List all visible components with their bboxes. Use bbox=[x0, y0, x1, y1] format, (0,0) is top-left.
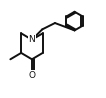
Text: O: O bbox=[28, 71, 35, 80]
Text: N: N bbox=[29, 35, 35, 44]
